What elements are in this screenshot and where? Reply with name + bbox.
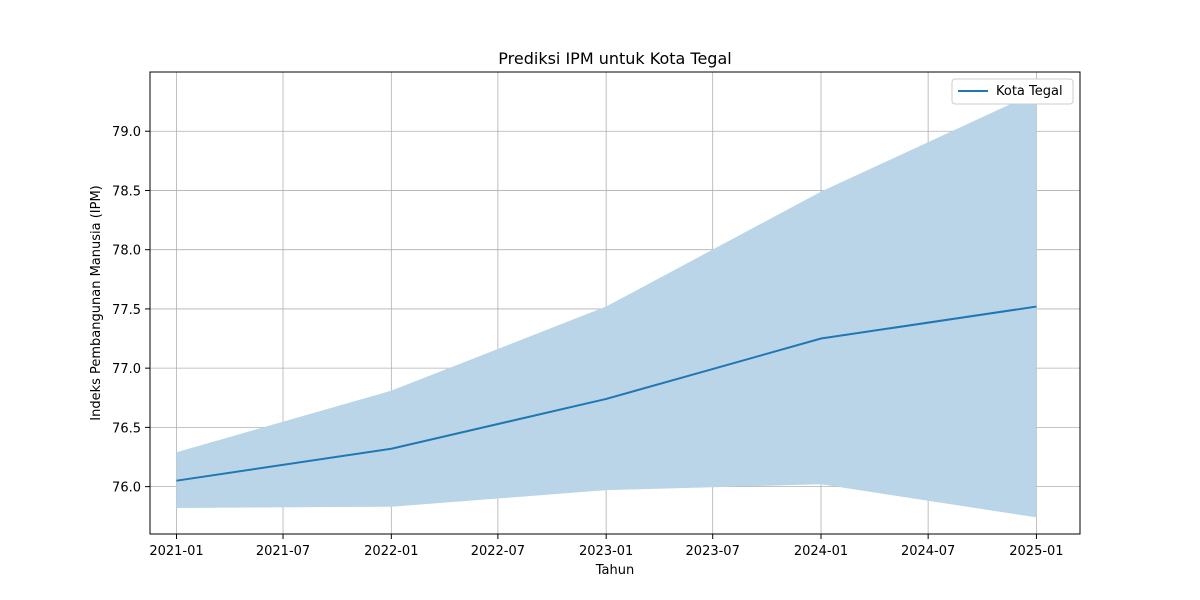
- x-axis-title: Tahun: [595, 563, 634, 578]
- x-tick-label: 2021-01: [149, 544, 203, 559]
- legend-label: Kota Tegal: [996, 84, 1063, 99]
- x-tick-label: 2025-01: [1009, 544, 1063, 559]
- confidence-band: [176, 92, 1037, 518]
- y-tick-label: 79.0: [112, 125, 141, 140]
- plot-frame: [149, 71, 1081, 535]
- x-tick-label: 2022-07: [471, 544, 525, 559]
- y-tick-label: 78.0: [112, 244, 141, 259]
- x-tick-label: 2023-07: [686, 544, 740, 559]
- x-tick-label: 2024-01: [794, 544, 848, 559]
- y-tick-label: 78.5: [112, 184, 141, 199]
- x-tick-label: 2024-07: [901, 544, 955, 559]
- y-axis-title: Indeks Pembangunan Manusia (IPM): [89, 185, 104, 421]
- legend-box: [951, 78, 1074, 105]
- y-tick-label: 77.0: [112, 362, 141, 377]
- x-tick-label: 2021-07: [256, 544, 310, 559]
- x-axis: 2021-01 2021-07 2022-01 2022-07 2023-01 2023-…: [149, 534, 1064, 559]
- legend: Kota Tegal: [951, 78, 1074, 105]
- y-axis: 76.0 76.5 77.0 77.5 78.0 78.5 79.0: [112, 125, 150, 496]
- x-tick-label: 2022-01: [364, 544, 418, 559]
- y-tick-label: 77.5: [112, 303, 141, 318]
- y-tick-label: 76.5: [112, 421, 141, 436]
- plot-area: [149, 71, 1081, 535]
- x-tick-label: 2023-01: [579, 544, 633, 559]
- chart-title: Prediksi IPM untuk Kota Tegal: [498, 49, 731, 68]
- y-tick-label: 76.0: [112, 481, 141, 496]
